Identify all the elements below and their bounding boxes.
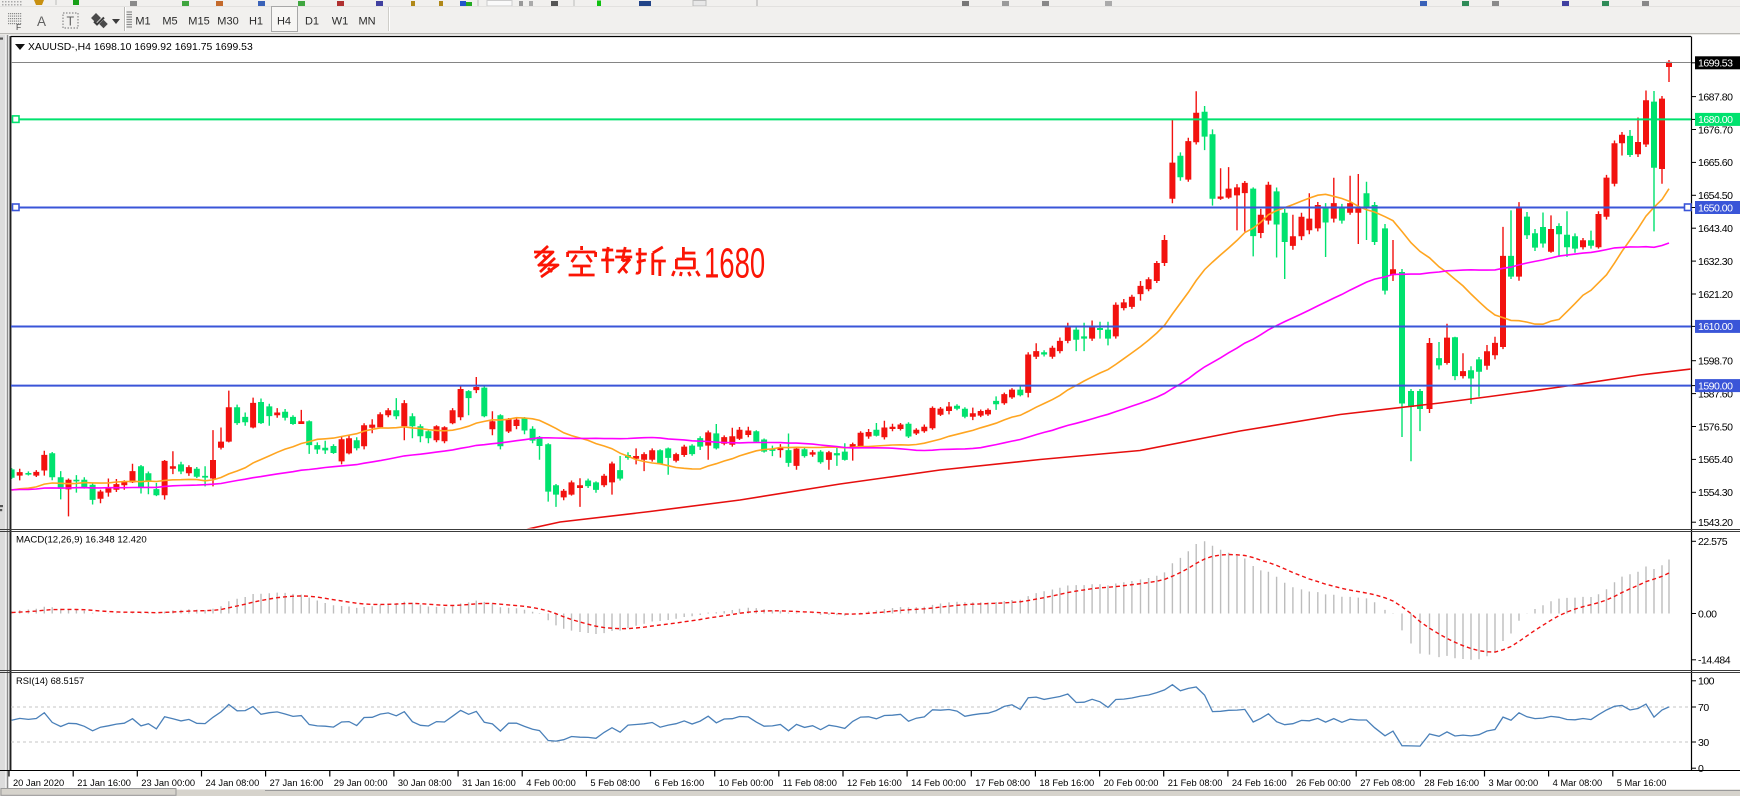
svg-text:M30: M30: [217, 16, 238, 28]
svg-text:M5: M5: [162, 16, 177, 28]
svg-text:24 Jan 08:00: 24 Jan 08:00: [206, 778, 260, 788]
svg-text:10 Feb 00:00: 10 Feb 00:00: [719, 778, 774, 788]
svg-text:3 Mar 00:00: 3 Mar 00:00: [1489, 778, 1539, 788]
svg-text:14 Feb 00:00: 14 Feb 00:00: [911, 778, 966, 788]
svg-text:MACD(12,26,9) 16.348 12.420: MACD(12,26,9) 16.348 12.420: [16, 535, 147, 546]
svg-text:21 Feb 08:00: 21 Feb 08:00: [1168, 778, 1223, 788]
svg-text:1654.50: 1654.50: [1698, 190, 1733, 202]
svg-text:5 Mar 16:00: 5 Mar 16:00: [1617, 778, 1667, 788]
svg-text:30 Jan 08:00: 30 Jan 08:00: [398, 778, 452, 788]
svg-text:1680: 1680: [704, 238, 765, 287]
svg-text:F: F: [16, 22, 21, 32]
svg-text:1590.00: 1590.00: [1698, 380, 1733, 392]
svg-text:11 Feb 08:00: 11 Feb 08:00: [783, 778, 837, 788]
svg-text:21 Jan 16:00: 21 Jan 16:00: [77, 778, 131, 788]
svg-text:RSI(14) 68.5157: RSI(14) 68.5157: [16, 676, 84, 686]
svg-text:1598.70: 1598.70: [1698, 356, 1733, 368]
svg-text:22.575: 22.575: [1698, 536, 1728, 548]
svg-text:0: 0: [1698, 763, 1704, 775]
svg-text:0.00: 0.00: [1698, 608, 1717, 620]
svg-text:H1: H1: [249, 16, 263, 28]
svg-text:D1: D1: [305, 16, 319, 28]
svg-text:4 Feb 00:00: 4 Feb 00:00: [526, 778, 576, 788]
svg-text:1565.40: 1565.40: [1698, 454, 1733, 466]
svg-text:1554.30: 1554.30: [1698, 487, 1733, 499]
svg-text:20 Feb 00:00: 20 Feb 00:00: [1104, 778, 1159, 788]
svg-text:1643.40: 1643.40: [1698, 223, 1733, 235]
svg-text:W1: W1: [332, 16, 349, 28]
svg-text:70: 70: [1698, 702, 1709, 714]
svg-text:30: 30: [1698, 737, 1709, 749]
svg-text:1610.00: 1610.00: [1698, 321, 1733, 333]
svg-text:27 Jan 16:00: 27 Jan 16:00: [270, 778, 324, 788]
svg-text:M1: M1: [135, 16, 150, 28]
svg-text:6 Feb 16:00: 6 Feb 16:00: [655, 778, 705, 788]
svg-text:1576.50: 1576.50: [1698, 421, 1733, 433]
svg-text:26 Feb 00:00: 26 Feb 00:00: [1296, 778, 1351, 788]
svg-text:28 Feb 16:00: 28 Feb 16:00: [1424, 778, 1479, 788]
svg-text:1676.70: 1676.70: [1698, 124, 1733, 136]
svg-text:1650.00: 1650.00: [1698, 202, 1733, 214]
svg-text:-14.484: -14.484: [1698, 655, 1731, 667]
svg-text:5 Feb 08:00: 5 Feb 08:00: [590, 778, 640, 788]
svg-text:XAUUSD-,H4 1698.10 1699.92 16: XAUUSD-,H4 1698.10 1699.92 1691.75 1699.…: [28, 42, 253, 53]
svg-text:1687.80: 1687.80: [1698, 91, 1733, 103]
svg-text:31 Jan 16:00: 31 Jan 16:00: [462, 778, 516, 788]
svg-text:27 Feb 08:00: 27 Feb 08:00: [1360, 778, 1415, 788]
svg-text:T: T: [67, 15, 75, 29]
svg-text:23 Jan 00:00: 23 Jan 00:00: [141, 778, 195, 788]
svg-text:1632.30: 1632.30: [1698, 256, 1733, 268]
svg-text:17 Feb 08:00: 17 Feb 08:00: [975, 778, 1030, 788]
svg-text:18 Feb 16:00: 18 Feb 16:00: [1039, 778, 1094, 788]
svg-text:MN: MN: [358, 16, 375, 28]
svg-text:H4: H4: [277, 16, 291, 28]
svg-text:100: 100: [1698, 676, 1715, 688]
svg-text:1621.20: 1621.20: [1698, 289, 1733, 301]
svg-text:A: A: [37, 14, 46, 29]
svg-text:M15: M15: [188, 16, 209, 28]
svg-text:29 Jan 00:00: 29 Jan 00:00: [334, 778, 388, 788]
svg-text:24 Feb 16:00: 24 Feb 16:00: [1232, 778, 1287, 788]
svg-text:1699.53: 1699.53: [1698, 58, 1733, 70]
svg-text:1680.00: 1680.00: [1698, 114, 1733, 126]
svg-text:1665.60: 1665.60: [1698, 157, 1733, 169]
svg-text:4 Mar 08:00: 4 Mar 08:00: [1553, 778, 1603, 788]
svg-text:12 Feb 16:00: 12 Feb 16:00: [847, 778, 902, 788]
svg-text:20 Jan 2020: 20 Jan 2020: [13, 778, 64, 788]
svg-text:1543.20: 1543.20: [1698, 517, 1733, 529]
